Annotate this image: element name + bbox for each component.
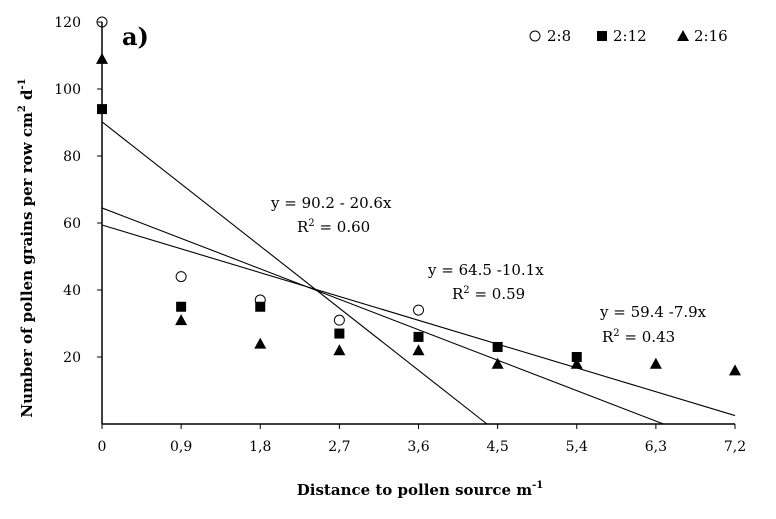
y-axis-title-mid: d (18, 89, 36, 105)
x-tick-label: 3,6 (407, 439, 429, 455)
x-axis-title-sup: -1 (532, 480, 543, 491)
r2-value-1: = 0.60 (315, 218, 371, 236)
x-axis-title: Distance to pollen source m-1 (297, 480, 543, 499)
r2-letter-1: R (297, 218, 309, 236)
y-tick-label: 120 (54, 15, 81, 31)
point-2-8 (333, 314, 345, 326)
r2-value-3: = 0.43 (620, 328, 676, 346)
y-axis-title-main: Number of pollen grains per row cm (18, 112, 36, 418)
point-2-16 (175, 314, 188, 326)
trendline-1 (101, 121, 488, 425)
x-tick-label: 0 (98, 439, 107, 455)
y-tick-label: 60 (63, 216, 81, 232)
r-squared-1: R2 = 0.60 (297, 218, 370, 236)
point-2-16 (729, 364, 741, 376)
r2-sup-1: 2 (308, 218, 314, 229)
r2-sup-3: 2 (613, 328, 619, 339)
x-tick-label: 2,7 (328, 439, 350, 455)
point-2-16 (254, 337, 267, 349)
point-2-16 (570, 357, 583, 369)
r2-letter-2: R (452, 285, 464, 303)
r-squared-2: R2 = 0.59 (452, 285, 525, 303)
y-axis-title-sup2: -1 (17, 78, 28, 89)
point-2-16 (649, 357, 662, 369)
point-2-12 (571, 352, 582, 362)
equation-labels: y = 90.2 - 20.6x R2 = 0.60 y = 64.5 -10.… (270, 194, 707, 346)
equation-3: y = 59.4 -7.9x (599, 303, 707, 321)
point-2-16 (333, 344, 346, 356)
y-axis-title-sup1: 2 (17, 105, 28, 112)
y-axis-title: Number of pollen grains per row cm2 d-1 (17, 78, 36, 417)
trendlines (101, 121, 736, 425)
x-axis-title-main: Distance to pollen source m (297, 481, 532, 499)
r2-sup-2: 2 (463, 285, 469, 296)
legend-marker-2-16 (677, 30, 689, 41)
x-tick-label: 5,4 (566, 439, 588, 455)
y-tick-label: 40 (63, 283, 81, 299)
panel-label: a) (122, 22, 149, 51)
x-tick-label: 7,2 (724, 439, 746, 455)
point-2-8 (413, 304, 424, 316)
equation-1: y = 90.2 - 20.6x (270, 194, 392, 212)
y-tick-label: 100 (54, 82, 81, 98)
legend-label-2-16: 2:16 (694, 27, 728, 45)
r-squared-3: R2 = 0.43 (602, 328, 675, 346)
equation-2: y = 64.5 -10.1x (427, 261, 544, 279)
point-2-12 (492, 341, 503, 352)
point-2-12 (413, 331, 424, 342)
x-tick-label: 6,3 (645, 439, 667, 455)
point-2-16 (491, 357, 504, 369)
data-points (96, 16, 741, 376)
x-tick-label: 0,9 (170, 439, 192, 455)
r2-value-2: = 0.59 (470, 285, 526, 303)
legend-marker-2-12 (597, 31, 607, 41)
y-tick-label: 80 (63, 149, 81, 165)
point-2-12 (176, 301, 187, 312)
point-2-16 (412, 344, 425, 356)
y-tick-label: 20 (63, 350, 81, 366)
legend-label-2-12: 2:12 (613, 27, 647, 45)
x-tick-label: 1,8 (249, 439, 271, 455)
r2-letter-3: R (602, 328, 614, 346)
axes (101, 22, 735, 425)
legend-marker-2-8 (529, 30, 541, 42)
point-2-12 (334, 328, 345, 339)
trendline-3 (101, 224, 736, 417)
legend: 2:8 2:12 2:16 (529, 27, 728, 45)
trendline-2 (101, 207, 664, 425)
ticks: 20 40 60 80 100 120 0 0,9 1,8 2,7 3,6 4,5 5,4 6,3 7,2 (54, 15, 746, 455)
legend-label-2-8: 2:8 (547, 27, 571, 45)
point-2-8 (175, 271, 187, 283)
x-tick-label: 4,5 (486, 439, 508, 455)
point-2-12 (255, 301, 266, 312)
